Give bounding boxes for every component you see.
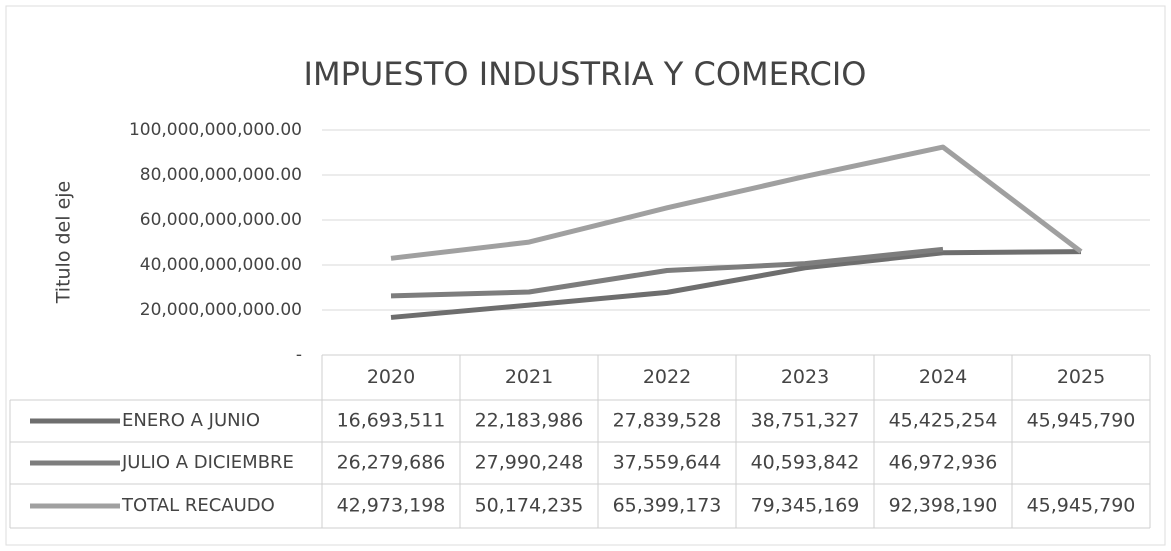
series-line (390, 249, 1082, 320)
table-value: 46,972,936 (889, 452, 998, 474)
y-tick-label: - (296, 345, 302, 365)
table-value: 65,399,173 (613, 495, 722, 517)
y-tick-label: 100,000,000,000.00 (129, 120, 302, 140)
y-tick-label: 40,000,000,000.00 (140, 255, 302, 275)
table-value: 40,593,842 (751, 452, 860, 474)
table-value: 16,693,511 (337, 410, 446, 432)
table-value: 37,559,644 (613, 452, 722, 474)
table-value: 45,945,790 (1027, 495, 1136, 517)
table-value: 27,990,248 (475, 452, 584, 474)
x-tick-label: 2020 (367, 366, 415, 388)
table-value: 79,345,169 (751, 495, 860, 517)
x-tick-label: 2023 (781, 366, 829, 388)
chart-title: IMPUESTO INDUSTRIA Y COMERCIO (304, 55, 867, 93)
table-value: 22,183,986 (475, 410, 584, 432)
series-line (390, 246, 944, 299)
table-value: 38,751,327 (751, 410, 860, 432)
table-value: 42,973,198 (337, 495, 446, 517)
x-tick-label: 2021 (505, 366, 553, 388)
series-line (390, 144, 1083, 261)
x-tick-label: 2022 (643, 366, 691, 388)
y-axis-title: Titulo del eje (53, 181, 75, 304)
legend-label: JULIO A DICIEMBRE (121, 452, 294, 473)
y-tick-label: 60,000,000,000.00 (140, 210, 302, 230)
y-tick-label: 20,000,000,000.00 (140, 300, 302, 320)
legend-label: TOTAL RECAUDO (121, 495, 275, 516)
chart-frame (5, 5, 1166, 546)
table-value: 26,279,686 (337, 452, 446, 474)
y-tick-label: 80,000,000,000.00 (140, 165, 302, 185)
table-value: 45,945,790 (1027, 410, 1136, 432)
legend-label: ENERO A JUNIO (122, 410, 260, 431)
table-value: 92,398,190 (889, 495, 998, 517)
table-value: 50,174,235 (475, 495, 584, 517)
table-value: 27,839,528 (613, 410, 722, 432)
x-tick-label: 2025 (1057, 366, 1105, 388)
x-tick-label: 2024 (919, 366, 967, 388)
table-value: 45,425,254 (889, 410, 998, 432)
